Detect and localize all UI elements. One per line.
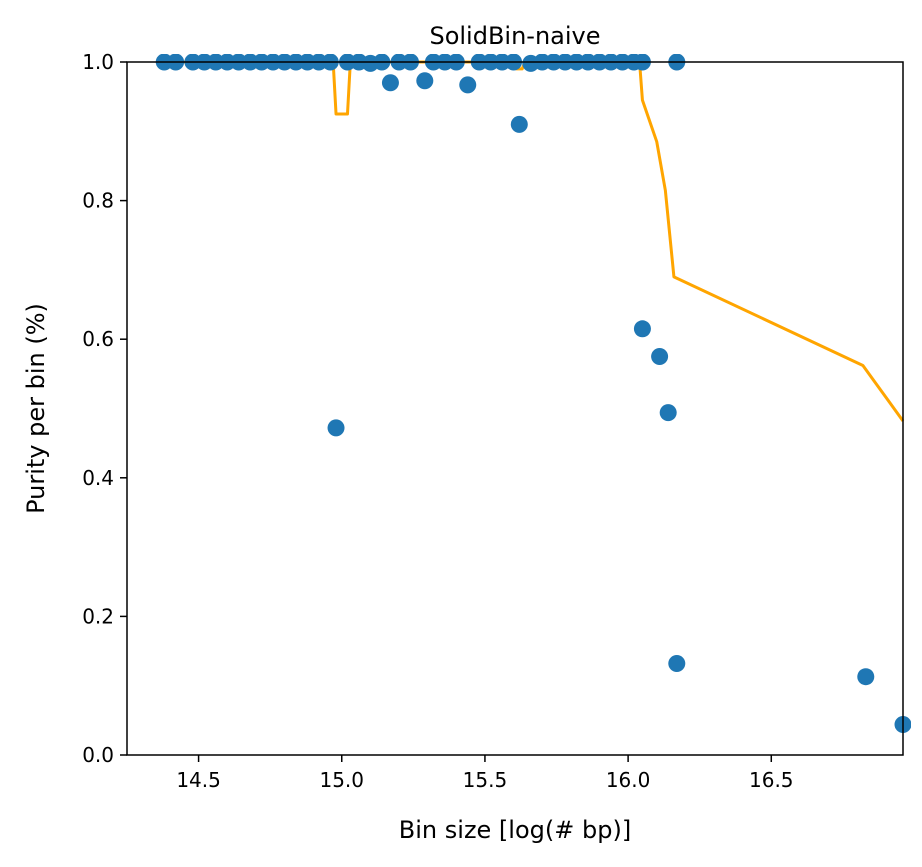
scatter-point xyxy=(633,320,651,338)
scatter-point xyxy=(659,404,677,422)
y-tick-label: 0.0 xyxy=(82,743,114,767)
axis-ticks: 14.5 15.0 15.5 16.0 16.5 0.0 0.2 0.4 0.6 0.8 1.0 xyxy=(82,50,793,792)
scatter-point xyxy=(327,419,345,437)
scatter-point xyxy=(857,668,875,686)
x-axis-label: Bin size [log(# bp)] xyxy=(399,816,631,844)
scatter-point xyxy=(510,115,528,133)
y-tick-label: 0.8 xyxy=(82,189,114,213)
trend-line xyxy=(164,60,905,422)
scatter-point xyxy=(416,72,434,90)
scatter-point xyxy=(381,74,399,92)
x-tick-label: 16.5 xyxy=(749,768,794,792)
x-tick-label: 16.0 xyxy=(606,768,651,792)
scatter-point xyxy=(459,76,477,94)
x-tick-label: 14.5 xyxy=(176,768,221,792)
y-tick-label: 0.4 xyxy=(82,466,114,490)
x-tick-label: 15.0 xyxy=(319,768,364,792)
plot-area xyxy=(155,54,911,734)
chart-title: SolidBin-naive xyxy=(429,22,600,50)
scatter-point xyxy=(668,655,686,673)
y-tick-label: 0.2 xyxy=(82,604,114,628)
plot-frame xyxy=(126,61,904,756)
y-axis-label: Purity per bin (%) xyxy=(22,303,50,514)
y-tick-label: 1.0 xyxy=(82,50,114,74)
scatter-point xyxy=(651,348,669,366)
x-tick-label: 15.5 xyxy=(463,768,508,792)
y-tick-label: 0.6 xyxy=(82,327,114,351)
